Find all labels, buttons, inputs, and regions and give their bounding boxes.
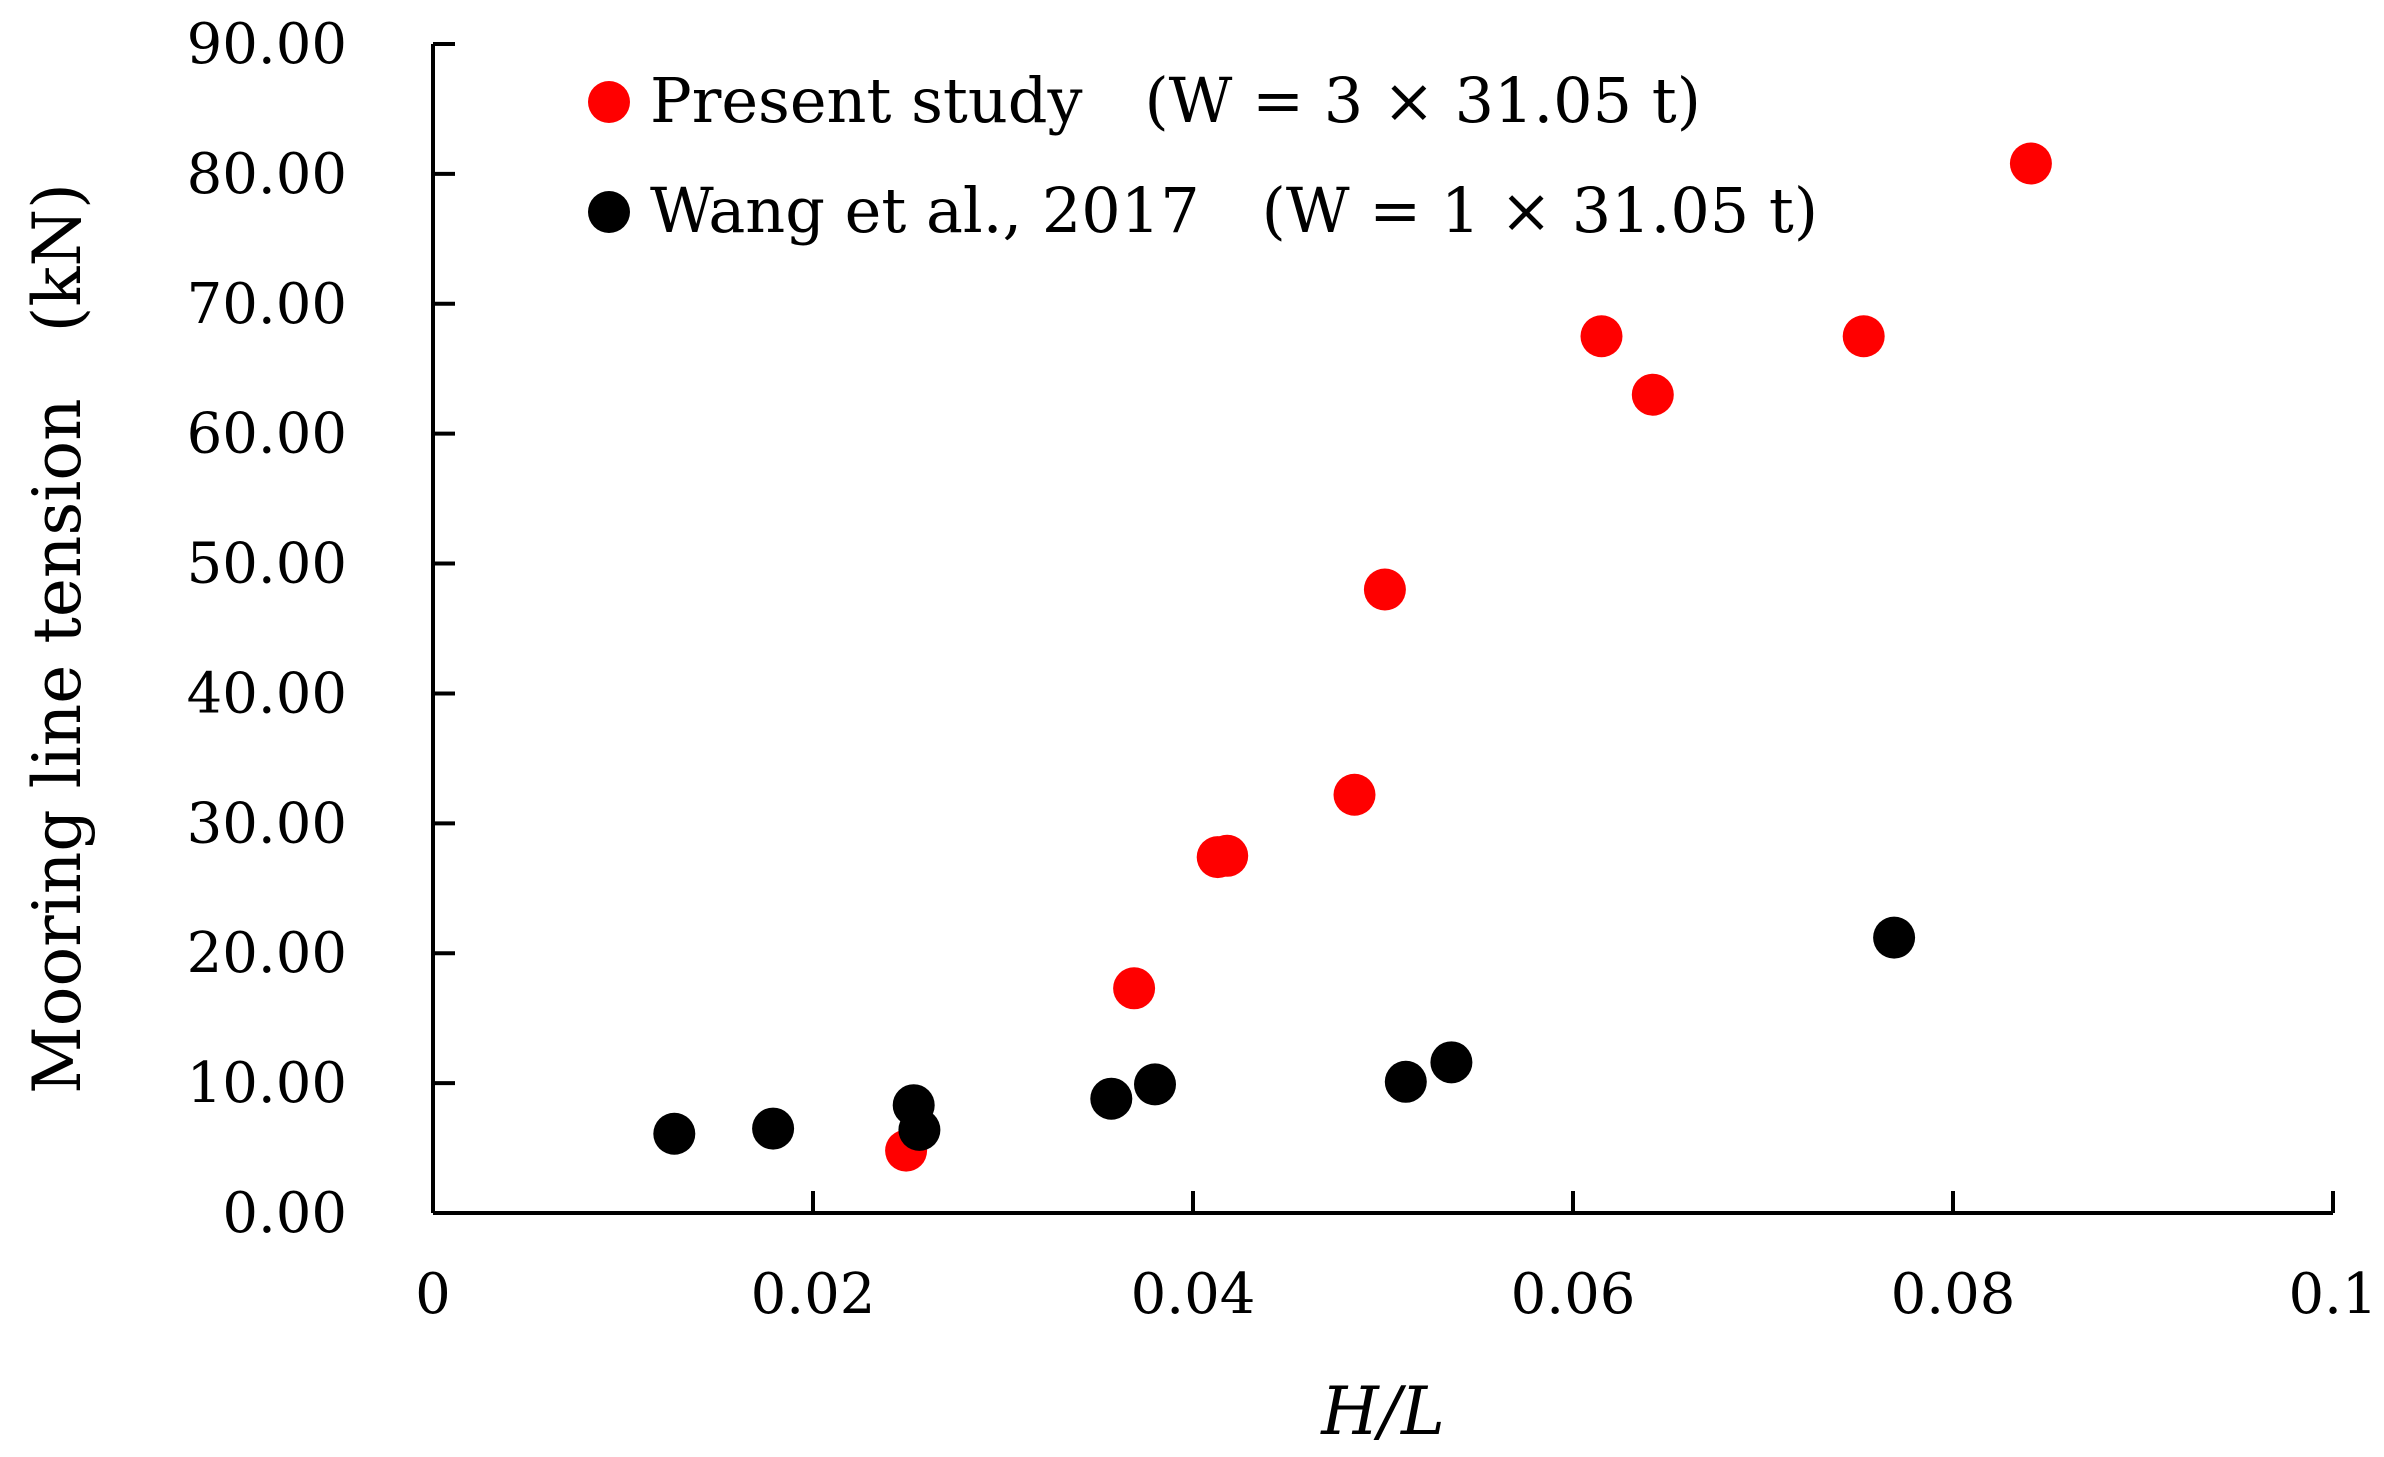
x-axis-ticks: 0 0.02 0.04 0.06 0.08 0.1 [415,1191,2378,1327]
data-point-present-study [1206,834,1249,877]
data-point-wang-2017 [1090,1077,1133,1120]
data-point-wang-2017 [1134,1063,1176,1106]
axes [431,44,2333,1215]
data-point-wang-2017 [1384,1060,1427,1103]
data-point-present-study [1333,773,1376,816]
y-tick-label: 50.00 [187,532,347,597]
data-point-present-study [1363,568,1406,611]
y-tick-label: 10.00 [187,1051,347,1116]
data-point-wang-2017 [752,1107,795,1150]
x-tick-label: 0.08 [1891,1262,2016,1327]
y-tick-label: 70.00 [187,272,347,337]
data-point-wang-2017 [898,1108,941,1151]
x-axis-title: H/L [1320,1373,1445,1450]
y-tick-label: 20.00 [187,921,347,986]
x-tick-label: 0 [415,1262,451,1327]
data-points [653,142,2052,1172]
legend-marker-wang-2017 [588,191,630,233]
y-tick-label: 30.00 [187,791,347,856]
y-tick-label: 0.00 [222,1181,347,1246]
x-tick-label: 0.04 [1131,1262,1256,1327]
legend-label-present-study: Present study (W = 3 × 31.05 t) [650,64,1701,137]
y-axis-title: Mooring line tension (kN) [19,183,96,1094]
y-tick-label: 80.00 [187,142,347,207]
data-point-present-study [1113,967,1156,1010]
y-tick-label: 40.00 [187,661,347,726]
data-point-wang-2017 [1430,1041,1473,1084]
legend-label-wang-2017: Wang et al., 2017 (W = 1 × 31.05 t) [650,174,1818,247]
data-point-present-study [2009,142,2052,185]
data-point-wang-2017 [653,1112,696,1155]
data-point-wang-2017 [1873,916,1916,959]
x-tick-label: 0.02 [751,1262,876,1327]
x-tick-label: 0.1 [2288,1262,2377,1327]
data-point-present-study [1580,315,1623,358]
x-tick-label: 0.06 [1511,1262,1636,1327]
legend-marker-present-study [588,81,630,123]
data-point-present-study [1631,373,1674,416]
y-tick-label: 60.00 [187,402,347,467]
y-tick-label: 90.00 [187,12,347,77]
y-axis-ticks: 0.00 10.00 20.00 30.00 40.00 50.00 60.00 70.00 8… [187,12,455,1246]
legend: Present study (W = 3 × 31.05 t) Wang et … [588,64,1818,247]
data-point-present-study [1842,315,1885,358]
